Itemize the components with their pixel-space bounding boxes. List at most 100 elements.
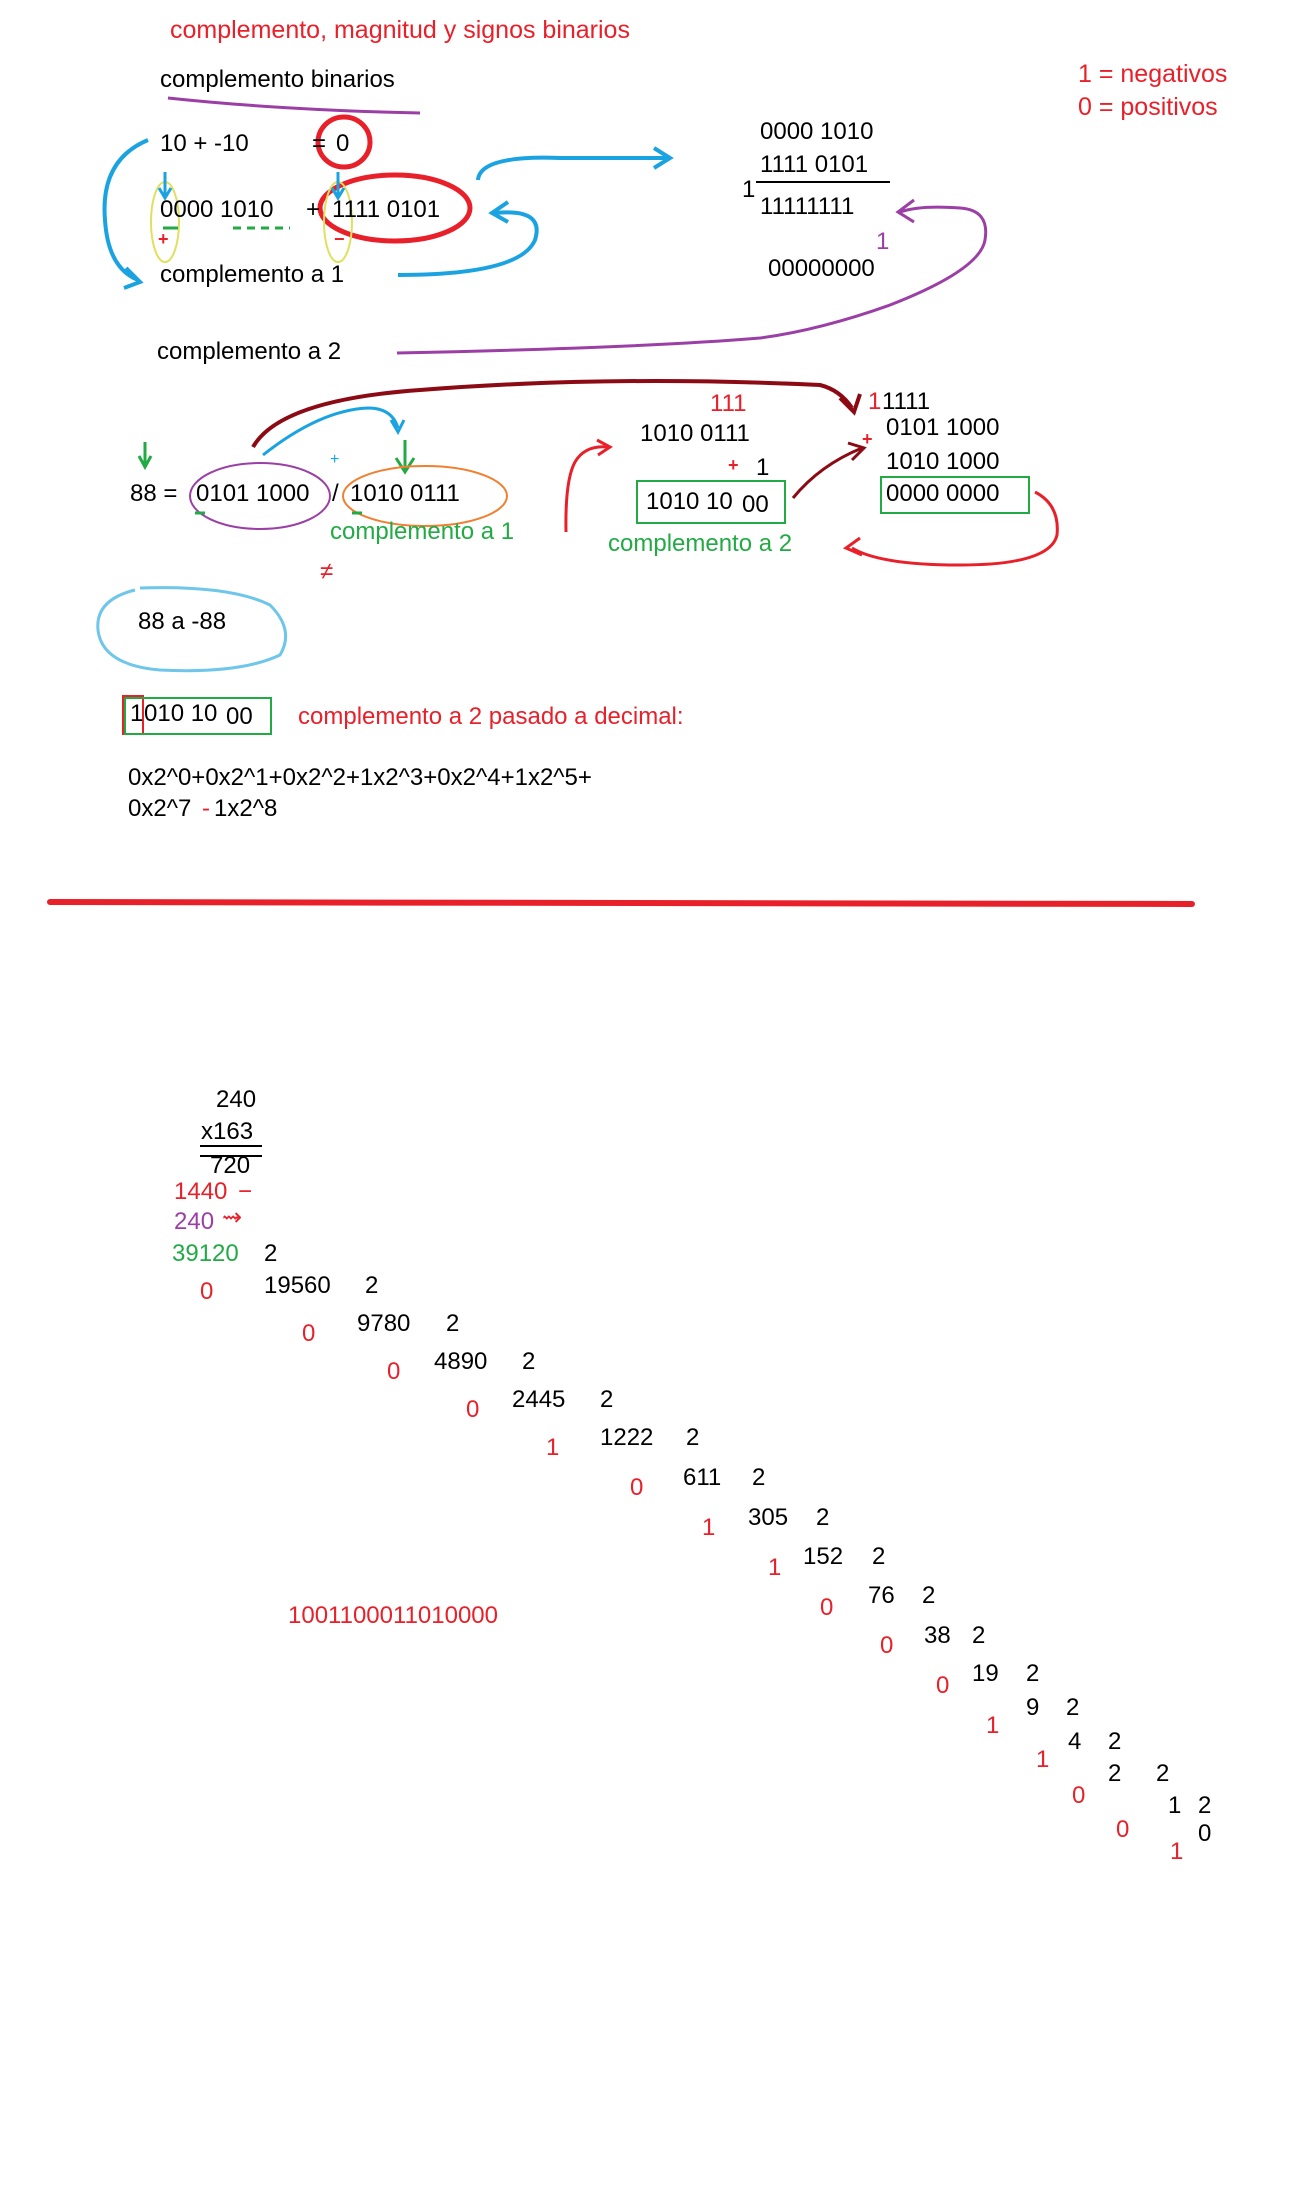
division-divisor: 2 — [972, 1622, 986, 1649]
add-operand-b: 1111 0101 — [760, 151, 869, 178]
sign-minus-mark: − — [334, 229, 345, 249]
division-remainder: 0 — [880, 1632, 894, 1659]
division-quotient: 1 — [1168, 1792, 1182, 1819]
c2-value-tail: 00 — [226, 703, 253, 730]
division-quotient: 2445 — [512, 1386, 566, 1413]
division-divisor: 2 — [522, 1348, 536, 1375]
division-divisor: 2 — [1108, 1728, 1122, 1755]
c2-label: complemento a 2 — [157, 338, 342, 365]
sign-plus-mark: + — [158, 229, 169, 249]
division-quotient: 76 — [868, 1582, 895, 1609]
division-divisor: 2 — [365, 1272, 379, 1299]
mult-partial-2: 1440 — [174, 1178, 228, 1205]
eq-88-prefix: 88 = — [130, 480, 178, 507]
c2-green-label: complemento a 2 — [608, 530, 793, 557]
division-quotient: 152 — [803, 1543, 844, 1570]
right-plus: + — [862, 429, 873, 449]
mid-result-a: 1010 10 — [646, 488, 733, 515]
division-remainder: 0 — [466, 1396, 480, 1423]
binary-negative: 1111 0101 — [332, 196, 441, 223]
division-quotient: 9780 — [357, 1310, 411, 1337]
c2-value-first: 1 — [130, 700, 144, 727]
formula-line-2a: 0x2^7 — [128, 795, 192, 822]
division-divisor: 2 — [752, 1464, 766, 1491]
division-quotient: 38 — [924, 1622, 951, 1649]
division-final-zero: 0 — [1198, 1820, 1212, 1847]
mid-plus: + — [728, 455, 739, 475]
slash: / — [332, 480, 339, 507]
section-heading: complemento binarios — [160, 66, 395, 93]
division-quotient: 4890 — [434, 1348, 488, 1375]
equation-left: 10 + -10 — [160, 130, 249, 157]
formula-line-1: 0x2^0+0x2^1+0x2^2+1x2^3+0x2^4+1x2^5+ — [128, 764, 592, 791]
division-divisor: 2 — [264, 1240, 278, 1267]
mult-a: 240 — [216, 1086, 257, 1113]
mult-partial-3-mark: ⇝ — [222, 1204, 243, 1231]
division-quotient: 19560 — [264, 1272, 331, 1299]
mid-carries: 111 — [710, 390, 747, 417]
division-quotient: 2 — [1108, 1760, 1122, 1787]
mult-partial-2-mark: − — [238, 1178, 253, 1205]
formula-minus: - — [202, 795, 210, 822]
right-result-box — [880, 476, 1030, 514]
division-divisor: 2 — [922, 1582, 936, 1609]
mid-one: 1 — [756, 454, 770, 481]
division-divisor: 2 — [1198, 1792, 1212, 1819]
division-divisor: 2 — [1026, 1660, 1040, 1687]
division-remainder: 1 — [986, 1712, 1000, 1739]
legend-negative: 1 = negativos — [1078, 60, 1228, 88]
division-divisor: 2 — [872, 1543, 886, 1570]
c1-green-label: complemento a 1 — [330, 518, 515, 545]
division-quotient: 611 — [683, 1464, 722, 1491]
division-remainder: 1 — [768, 1554, 782, 1581]
division-remainder: 1 — [546, 1434, 560, 1461]
division-remainder: 0 — [302, 1320, 316, 1347]
division-divisor: 2 — [816, 1504, 830, 1531]
add-sum: 11111111 — [760, 193, 855, 220]
division-remainder: 1 — [702, 1514, 716, 1541]
division-remainder: 1 — [1036, 1746, 1050, 1773]
division-remainder: 0 — [200, 1278, 214, 1305]
division-quotient: 1222 — [600, 1424, 654, 1451]
mid-result-b: 00 — [742, 491, 769, 518]
mult-partial-3: 240 — [174, 1208, 215, 1235]
add-carry: 1 — [742, 176, 756, 203]
small-plus: + — [330, 451, 340, 468]
bubble-88-to-neg: 88 a -88 — [138, 608, 227, 635]
binary-88-c1: 1010 0111 — [350, 480, 460, 507]
mid-result-box — [636, 480, 786, 524]
mid-value: 1010 0111 — [640, 420, 750, 447]
formula-line-2b: 1x2^8 — [214, 795, 278, 822]
division-remainder: 0 — [630, 1474, 644, 1501]
right-operand-b: 1010 1000 — [886, 448, 1000, 475]
mult-partial-1: 720 — [210, 1152, 251, 1179]
division-divisor: 2 — [1066, 1694, 1080, 1721]
mult-b: x163 — [201, 1118, 254, 1145]
division-remainder: 0 — [936, 1672, 950, 1699]
right-carry-black: 1111 — [882, 388, 931, 415]
division-quotient: 4 — [1068, 1728, 1082, 1755]
division-remainder: 0 — [1072, 1782, 1086, 1809]
mult-product: 39120 — [172, 1240, 239, 1267]
division-divisor: 2 — [1156, 1760, 1170, 1787]
equation-result: 0 — [336, 130, 350, 157]
legend-positive: 0 = positivos — [1078, 93, 1218, 121]
binary-positive: 0000 1010 — [160, 196, 274, 223]
division-divisor: 2 — [686, 1424, 700, 1451]
binary-plus: + — [306, 196, 321, 223]
c1-label: complemento a 1 — [160, 261, 345, 288]
division-remainder: 0 — [820, 1594, 834, 1621]
division-divisor: 2 — [600, 1386, 614, 1413]
c2-value-box — [124, 697, 272, 735]
division-quotient: 305 — [748, 1504, 789, 1531]
binary-88: 0101 1000 — [196, 480, 310, 507]
not-equal-mark: ≠ — [320, 558, 334, 585]
c2-to-decimal-title: complemento a 2 pasado a decimal: — [298, 703, 684, 730]
page-title: complemento, magnitud y signos binarios — [170, 16, 630, 44]
division-divisor: 2 — [446, 1310, 460, 1337]
add-operand-a: 0000 1010 — [760, 118, 874, 145]
binary-result: 1001100011010000 — [288, 1602, 498, 1629]
equation-equals: = — [312, 130, 327, 157]
division-quotient: 9 — [1026, 1694, 1040, 1721]
